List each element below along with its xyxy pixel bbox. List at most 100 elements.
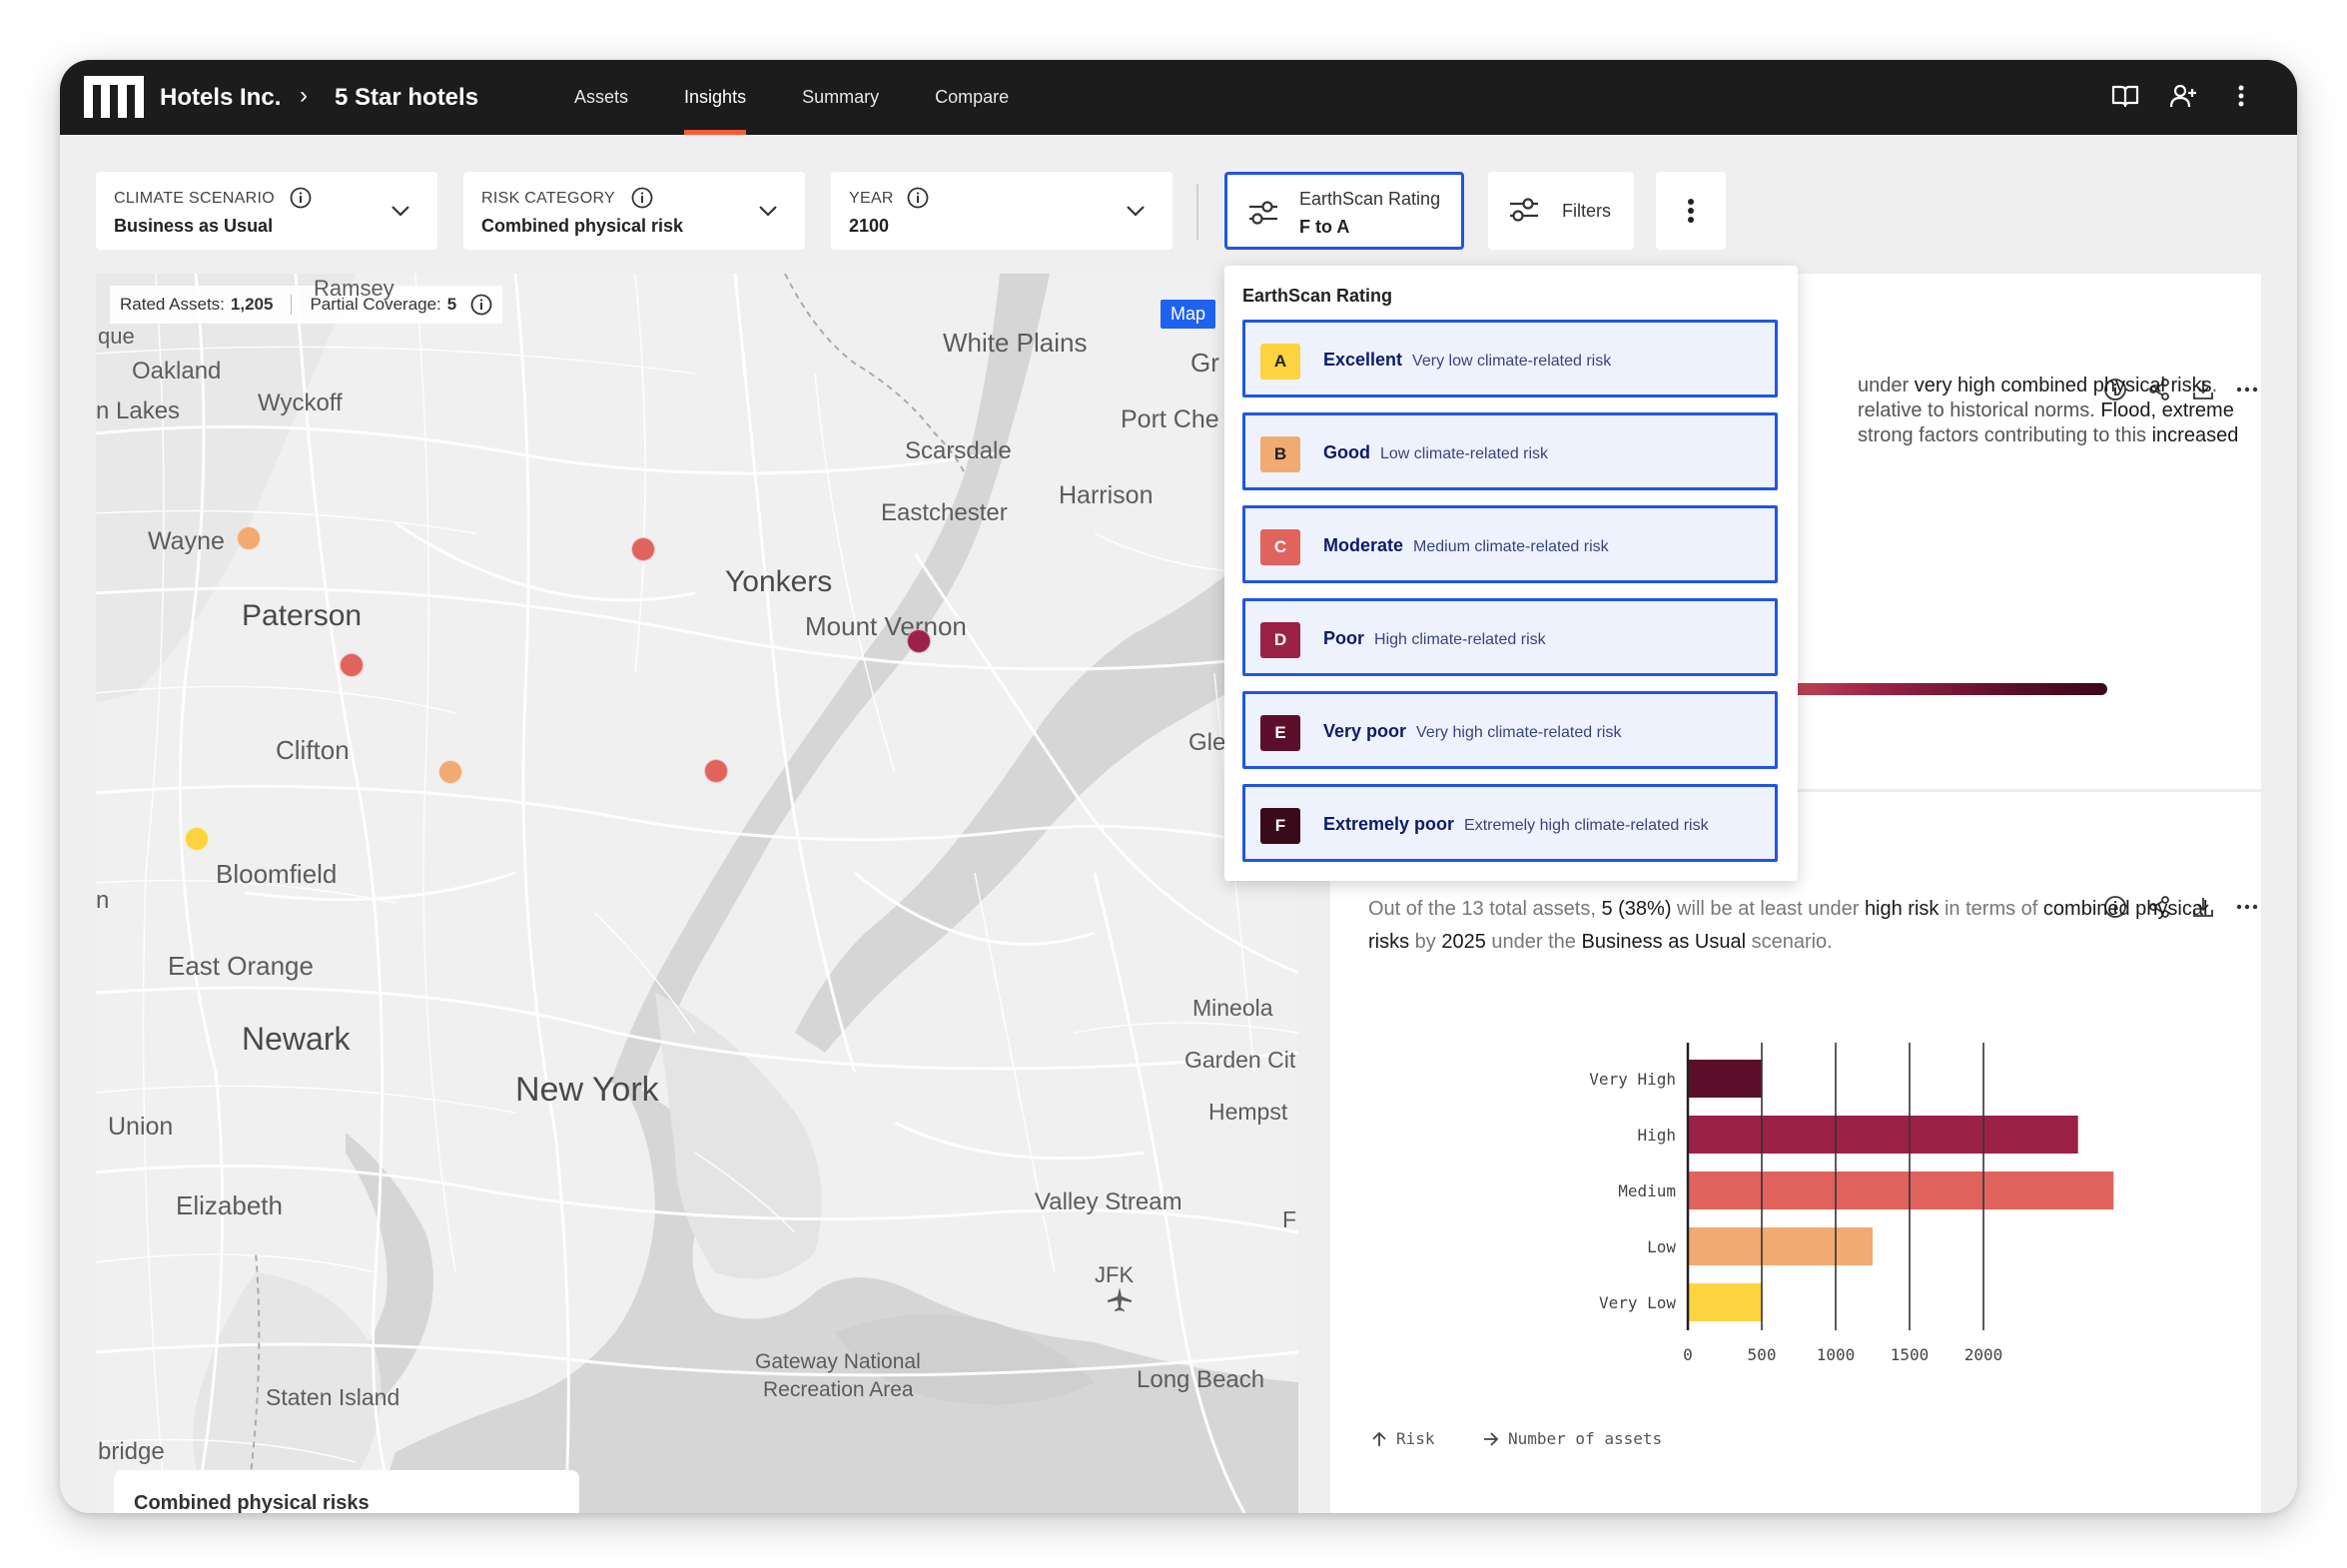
map-legend: Combined physical risks <box>114 1470 579 1513</box>
chevron-down-icon <box>391 206 409 217</box>
map-label: Bloomfield <box>216 859 338 889</box>
brand-title[interactable]: Hotels Inc. <box>160 84 282 111</box>
asset-marker[interactable] <box>185 827 209 851</box>
risk-category-label: RISK CATEGORY <box>481 190 616 207</box>
download-icon[interactable] <box>2191 895 2215 919</box>
download-icon[interactable] <box>2191 378 2215 401</box>
rated-assets-label: Rated Assets: <box>120 295 225 314</box>
more-vertical-icon <box>1688 199 1694 223</box>
chart-tick-label: 500 <box>1748 1345 1777 1364</box>
asset-marker[interactable] <box>438 760 462 784</box>
map-panel[interactable]: Rated Assets: 1,205 Partial Coverage: 5 … <box>96 274 1298 1513</box>
rating-name: Extremely poor <box>1323 814 1455 834</box>
arrow-up-icon <box>1372 1431 1386 1446</box>
more-horizontal-icon[interactable] <box>2235 378 2259 401</box>
chart-bar[interactable] <box>1688 1116 2078 1154</box>
tab-insights[interactable]: Insights <box>684 60 747 135</box>
risk-category-select[interactable]: RISK CATEGORY Combined physical risk <box>463 172 805 250</box>
chart-bar[interactable] <box>1688 1283 1762 1321</box>
chart-tick-label: 1000 <box>1817 1345 1856 1364</box>
more-vertical-icon[interactable] <box>2225 78 2257 114</box>
rating-option-c[interactable]: C Moderate Medium climate-related risk <box>1242 505 1778 583</box>
share-icon[interactable] <box>2147 895 2171 919</box>
app-window: Hotels Inc. › 5 Star hotels Assets Insig… <box>60 60 2297 1513</box>
rating-option-d[interactable]: D Poor High climate-related risk <box>1242 598 1778 676</box>
rating-option-a[interactable]: A Excellent Very low climate-related risk <box>1242 320 1778 397</box>
info-icon[interactable] <box>631 187 653 209</box>
card1-summary-text: under very high combined physical risks.… <box>1858 374 2277 448</box>
climate-scenario-select[interactable]: CLIMATE SCENARIO Business as Usual <box>96 172 437 250</box>
asset-marker[interactable] <box>704 759 728 783</box>
asset-marker[interactable] <box>237 526 261 550</box>
chart-footer-assets: Number of assets <box>1482 1429 1662 1448</box>
map-label: Elizabeth <box>176 1190 283 1220</box>
more-horizontal-icon[interactable] <box>2235 895 2259 919</box>
rating-name: Moderate <box>1323 535 1404 555</box>
breadcrumb-portfolio[interactable]: 5 Star hotels <box>335 84 479 111</box>
chart-bar[interactable] <box>1688 1172 2114 1209</box>
earthscan-rating-dropdown: EarthScan Rating A Excellent Very low cli… <box>1224 266 1798 881</box>
rating-badge: E <box>1260 715 1300 751</box>
rating-option-e[interactable]: E Very poor Very high climate-related ris… <box>1242 691 1778 769</box>
map-label: F <box>1282 1206 1297 1232</box>
rating-name: Excellent <box>1323 350 1403 370</box>
info-icon[interactable] <box>2103 378 2127 401</box>
rating-name: Poor <box>1323 628 1365 648</box>
asset-marker[interactable] <box>340 653 364 677</box>
airport-icon <box>1108 1287 1132 1311</box>
info-icon[interactable] <box>907 187 929 209</box>
book-icon[interactable] <box>2109 78 2141 114</box>
breadcrumb-chevron-icon: › <box>300 82 308 109</box>
info-icon[interactable] <box>2103 895 2127 919</box>
map-label: que <box>98 324 135 349</box>
chart-category-label: Medium <box>1618 1181 1676 1200</box>
map-label: Harrison <box>1059 481 1154 509</box>
climate-scenario-value: Business as Usual <box>114 216 274 236</box>
map-badge[interactable]: Map <box>1161 300 1216 329</box>
earthscan-rating-label: EarthScan Rating <box>1299 189 1441 209</box>
tab-summary[interactable]: Summary <box>802 87 880 107</box>
rating-option-f[interactable]: F Extremely poor Extremely high climate-r… <box>1242 784 1778 862</box>
top-icons <box>2109 78 2257 114</box>
chart-category-label: Very High <box>1589 1070 1676 1089</box>
info-separator <box>291 295 293 315</box>
more-options-button[interactable] <box>1656 172 1726 250</box>
year-label: YEAR <box>849 190 894 207</box>
rating-description: Low climate-related risk <box>1380 445 1549 462</box>
chart-tick-label: 1500 <box>1891 1345 1930 1364</box>
chart-bar[interactable] <box>1688 1060 1762 1098</box>
sliders-icon <box>1249 201 1277 225</box>
asset-marker[interactable] <box>907 629 931 653</box>
map-label: Valley Stream <box>1035 1188 1182 1215</box>
map-label: Paterson <box>242 599 363 632</box>
rating-description: Very low climate-related risk <box>1412 353 1612 370</box>
info-icon[interactable] <box>290 187 312 209</box>
filters-button[interactable]: Filters <box>1488 172 1634 250</box>
year-select[interactable]: YEAR 2100 <box>831 172 1173 250</box>
filters-label: Filters <box>1562 201 1611 221</box>
map-label: White Plains <box>943 328 1088 358</box>
card1-line-1: under very high combined physical risks. <box>1858 375 2218 396</box>
info-icon[interactable] <box>470 294 492 316</box>
map-label: Garden Cit <box>1184 1047 1296 1073</box>
risk-gradient-bar <box>1778 683 2107 695</box>
share-icon[interactable] <box>2147 378 2171 401</box>
chart-bar[interactable] <box>1688 1227 1873 1265</box>
add-user-icon[interactable] <box>2167 78 2199 114</box>
rating-description: Medium climate-related risk <box>1413 538 1609 555</box>
rating-badge: F <box>1260 808 1300 844</box>
map-label: Oakland <box>132 358 222 385</box>
chart-footer-assets-label: Number of assets <box>1508 1429 1663 1448</box>
card-toolbar <box>2103 895 2259 919</box>
rating-option-b[interactable]: B Good Low climate-related risk <box>1242 412 1778 490</box>
earthscan-rating-button[interactable]: EarthScan Rating F to A <box>1224 172 1464 250</box>
tab-compare[interactable]: Compare <box>935 87 1010 107</box>
map-label: Scarsdale <box>905 437 1012 464</box>
tab-assets[interactable]: Assets <box>574 87 629 107</box>
sliders-icon <box>1510 198 1538 222</box>
asset-marker[interactable] <box>631 537 655 561</box>
chart-category-label: Low <box>1647 1237 1676 1256</box>
map-label: Yonkers <box>725 565 833 598</box>
dropdown-title: EarthScan Rating <box>1242 286 1393 306</box>
card2-summary-text: Out of the 13 total assets, 5 (38%) will… <box>1368 898 2208 953</box>
